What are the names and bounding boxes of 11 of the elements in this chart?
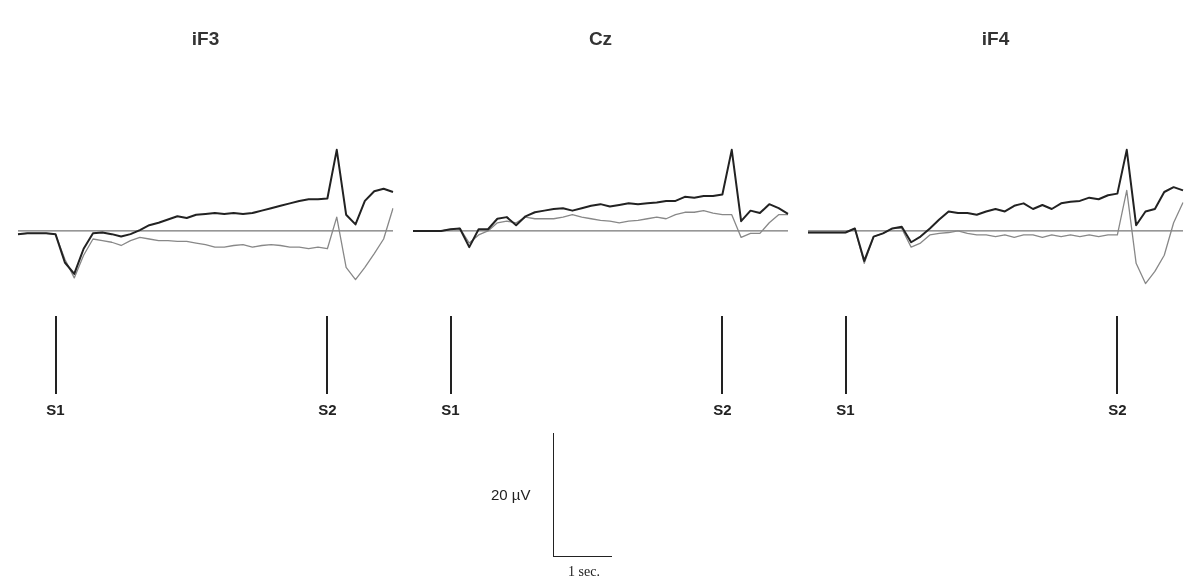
x-tick-label: S1 [836,401,855,419]
x-tick-label: S2 [1108,401,1127,419]
chart-title: iF3 [191,27,220,49]
x-tick-label: S2 [713,401,732,419]
x-tick-label: S2 [318,401,337,419]
x-tick-label: S1 [441,401,460,419]
chart-title: Cz [588,27,613,49]
chart-title: iF4 [981,27,1010,49]
x-tick-label: S1 [46,401,65,419]
text: 1 sec. [568,564,600,580]
text: 20 µV [491,486,531,503]
